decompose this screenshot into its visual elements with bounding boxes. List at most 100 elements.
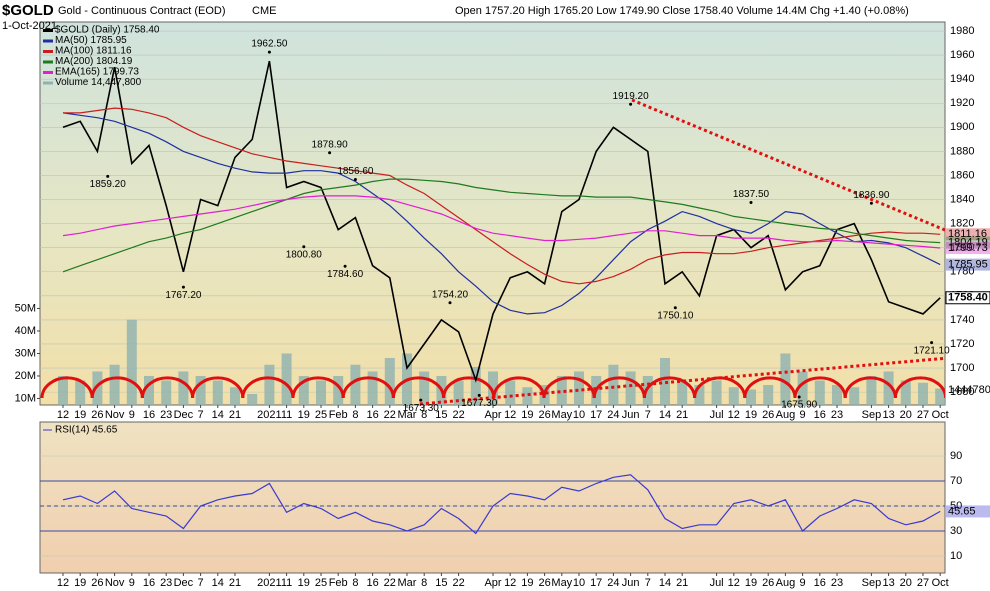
- x-tick-label: 26: [762, 577, 774, 589]
- x-tick-label: 19: [74, 577, 86, 589]
- value-tag-label: 1799.73: [948, 242, 988, 254]
- x-tick-label: 23: [160, 409, 172, 421]
- x-tick-label: 25: [315, 409, 327, 421]
- cycle-arc: [893, 376, 945, 399]
- y-tick-label: 1920: [950, 97, 974, 109]
- quote: Open 1757.20 High 1765.20 Low 1749.90 Cl…: [455, 5, 909, 17]
- cycle-arc: [341, 376, 395, 399]
- legend-swatch: [43, 29, 53, 32]
- extreme-label: 1856.60: [337, 166, 374, 177]
- legend-entry: $GOLD (Daily) 1758.40: [55, 25, 160, 36]
- legend: RSI(14) 45.65: [43, 425, 118, 436]
- extreme-label: 1784.60: [327, 269, 364, 280]
- x-tick-label: 10: [573, 409, 585, 421]
- x-tick-label: 26: [91, 409, 103, 421]
- x-tick-label: 27: [917, 409, 929, 421]
- value-tag-label: 45.65: [948, 505, 976, 517]
- x-tick-label: 14: [212, 577, 224, 589]
- x-tick-label: Feb: [329, 409, 348, 421]
- extreme-point: [673, 306, 677, 310]
- volume-bar: [625, 371, 636, 405]
- volume-bar: [832, 384, 842, 405]
- extreme-point: [629, 102, 633, 106]
- x-tick-label: 10: [573, 577, 585, 589]
- x-tick-label: 14: [659, 409, 671, 421]
- volume-bar: [556, 375, 567, 405]
- x-tick-label: 19: [298, 409, 310, 421]
- volume-bar: [918, 382, 928, 405]
- x-tick-label: 19: [298, 577, 310, 589]
- extreme-point: [181, 285, 185, 289]
- x-tick-label: 19: [521, 577, 533, 589]
- x-tick-label: May: [551, 409, 572, 421]
- y-tick-label: 1780: [950, 266, 974, 278]
- x-tick-label: 23: [831, 577, 843, 589]
- extreme-point: [797, 395, 801, 399]
- volume-bar: [608, 364, 619, 405]
- extreme-label: 1754.20: [432, 289, 469, 300]
- y-tick-label: 1700: [950, 362, 974, 374]
- x-tick-label: 12: [57, 577, 69, 589]
- volume-bar: [247, 393, 258, 405]
- extreme-label: 1878.90: [312, 139, 349, 150]
- x-tick-label: 7: [645, 577, 651, 589]
- value-tag-label: 1811.16: [948, 228, 987, 240]
- value-tag-label: 1804.19: [948, 237, 988, 249]
- volume-bar: [264, 364, 275, 405]
- x-tick-label: 12: [504, 409, 516, 421]
- cycle-arc: [743, 376, 797, 399]
- x-tick-label: Dec: [174, 409, 194, 421]
- y2-tick-label: 30M: [15, 347, 36, 359]
- instrument-title: Gold - Continuous Contract (EOD): [58, 5, 226, 17]
- extreme-label: 1837.50: [733, 189, 770, 200]
- extreme-point: [749, 201, 753, 205]
- cycle-arc: [843, 376, 897, 399]
- volume-bar: [453, 380, 464, 405]
- x-tick-label: Jun: [622, 409, 640, 421]
- volume-bar: [814, 380, 825, 405]
- y2-tick-label: 50M: [15, 302, 36, 314]
- volume-bar: [505, 380, 516, 405]
- series-line: [62, 60, 941, 383]
- legend-entry: RSI(14) 45.65: [55, 425, 118, 436]
- x-tick-label: 17: [590, 577, 602, 589]
- x-tick-label: 16: [814, 577, 826, 589]
- legend-swatch: [43, 81, 53, 85]
- x-tick-label: 2021: [257, 577, 281, 589]
- volume-bar: [161, 380, 172, 405]
- extreme-point: [930, 341, 934, 345]
- volume-bar: [58, 375, 68, 405]
- y-tick-label: 1860: [950, 169, 974, 181]
- volume-bar: [350, 364, 361, 405]
- plot-area: [40, 455, 945, 557]
- x-tick-label: Mar: [398, 409, 417, 421]
- cycle-arc: [191, 376, 245, 399]
- x-tick-label: 14: [212, 409, 224, 421]
- legend-entry: MA(200) 1804.19: [55, 56, 133, 67]
- y2-tick-label: 10M: [15, 392, 36, 404]
- x-tick-label: May: [551, 577, 572, 589]
- y-tick-label: 10: [950, 550, 962, 562]
- legend-swatch: [43, 60, 53, 64]
- x-tick-label: 17: [590, 409, 602, 421]
- extreme-label: 1859.20: [90, 179, 127, 190]
- volume-bar: [780, 353, 791, 405]
- extreme-label: 1675.90: [781, 400, 818, 411]
- extreme-point: [302, 245, 306, 249]
- symbol: $GOLD: [2, 2, 54, 19]
- x-tick-label: 23: [160, 577, 172, 589]
- x-tick-label: 15: [435, 577, 447, 589]
- x-tick-label: 25: [315, 577, 327, 589]
- value-tag: [946, 228, 990, 241]
- x-tick-label: 14: [659, 577, 671, 589]
- volume-bar: [92, 371, 103, 405]
- x-tick-label: 12: [57, 409, 69, 421]
- cycle-arc: [140, 376, 195, 399]
- exchange: CME: [252, 5, 276, 17]
- x-tick-label: 8: [421, 577, 427, 589]
- volume-bar: [419, 371, 430, 405]
- x-tick-label: 21: [676, 577, 688, 589]
- x-tick-label: 13: [882, 409, 894, 421]
